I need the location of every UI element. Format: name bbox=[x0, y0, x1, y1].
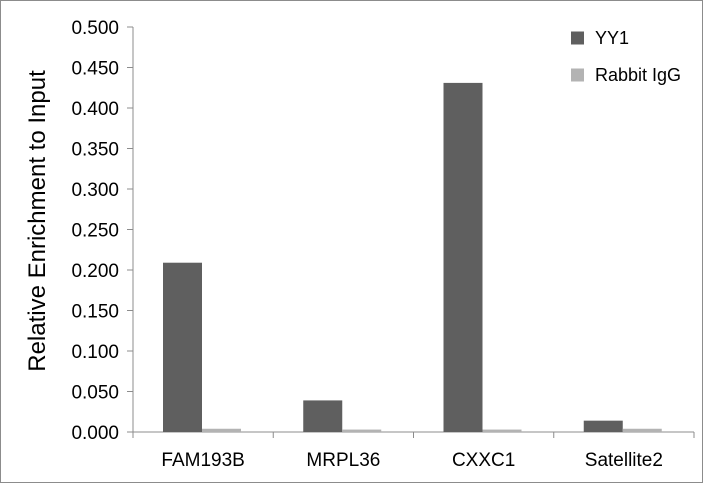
y-tick-label: 0.300 bbox=[71, 180, 119, 201]
legend-label: Rabbit IgG bbox=[595, 65, 681, 85]
legend: YY1 Rabbit IgG bbox=[571, 28, 681, 85]
y-tick-label: 0.450 bbox=[71, 59, 119, 80]
bar-rabbit-igg-cxxc1 bbox=[482, 429, 522, 432]
y-tick-labels: 0.000 0.050 0.100 0.150 0.200 0.250 0.300 0.350… bbox=[71, 18, 119, 444]
x-tick-label: MRPL36 bbox=[306, 450, 380, 471]
y-tick-label: 0.500 bbox=[71, 18, 119, 39]
y-axis-label: Relative Enrichment to Input bbox=[24, 70, 51, 372]
y-tick-label: 0.050 bbox=[71, 383, 119, 404]
y-tick-label: 0.400 bbox=[71, 99, 119, 120]
y-tick-label: 0.250 bbox=[71, 221, 119, 242]
bar-rabbit-igg-satellite2 bbox=[622, 428, 662, 432]
bar-rabbit-igg-mrpl36 bbox=[342, 429, 382, 432]
bar-yy1-cxxc1 bbox=[443, 82, 483, 432]
y-tick-label: 0.350 bbox=[71, 140, 119, 161]
x-tick-label: Satellite2 bbox=[585, 450, 663, 471]
bar-rabbit-igg-fam193b bbox=[202, 428, 241, 432]
legend-label: YY1 bbox=[595, 28, 629, 48]
y-axis-label-group: Relative Enrichment to Input bbox=[24, 70, 51, 372]
x-tick-labels: FAM193B MRPL36 CXXC1 Satellite2 bbox=[161, 450, 663, 471]
y-tick-label: 0.100 bbox=[71, 342, 119, 363]
axes bbox=[127, 26, 695, 438]
legend-swatch bbox=[571, 31, 584, 45]
y-tick-label: 0.150 bbox=[71, 302, 119, 323]
legend-swatch bbox=[571, 68, 584, 82]
bars bbox=[163, 82, 662, 432]
bar-yy1-satellite2 bbox=[583, 420, 623, 432]
x-tick-label: FAM193B bbox=[161, 450, 244, 471]
y-tick-label: 0.200 bbox=[71, 261, 119, 282]
x-tick-label: CXXC1 bbox=[452, 450, 515, 471]
bar-yy1-fam193b bbox=[163, 262, 202, 432]
y-tick-label: 0.000 bbox=[71, 423, 119, 444]
bar-yy1-mrpl36 bbox=[303, 400, 343, 432]
